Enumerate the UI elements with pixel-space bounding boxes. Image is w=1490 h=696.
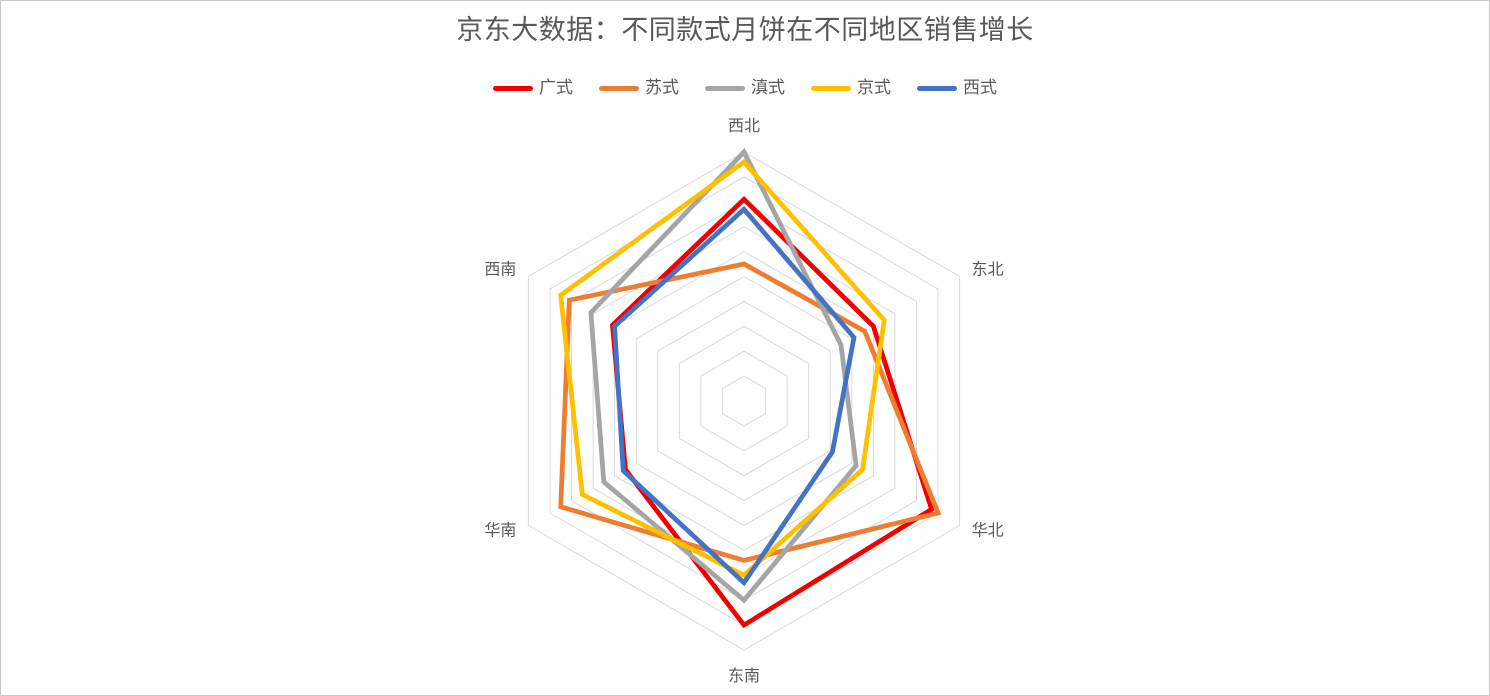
axis-label: 东南: [728, 666, 760, 685]
legend-label: 广式: [539, 78, 573, 98]
chart-title: 京东大数据：不同款式月饼在不同地区销售增长: [456, 15, 1034, 46]
grid-ring: [721, 375, 767, 427]
legend-line-swatch: [599, 86, 639, 91]
axis-label: 华南: [484, 521, 516, 540]
legend-item: 苏式: [599, 78, 679, 99]
legend-line-swatch: [493, 86, 533, 91]
legend-line-swatch: [705, 86, 745, 91]
legend-item: 滇式: [705, 78, 785, 99]
series-polygon: [558, 261, 942, 563]
legend-line-swatch: [917, 86, 957, 91]
series-polygon: [612, 205, 857, 587]
grid-ring: [635, 275, 853, 527]
series-polygon: [610, 195, 935, 629]
axis-label: 华北: [972, 521, 1004, 540]
grid-ring: [678, 325, 810, 477]
grid-ring: [657, 300, 831, 502]
axis-label: 西北: [728, 116, 760, 135]
series-polygon: [558, 158, 887, 579]
legend-label: 苏式: [645, 78, 679, 98]
axis-label: 西南: [484, 260, 516, 279]
grid-ring: [527, 151, 961, 651]
legend: 广式 苏式 滇式 京式 西式: [1, 78, 1489, 99]
legend-item: 京式: [811, 78, 891, 99]
grid-ring: [700, 350, 788, 452]
grid-ring: [549, 176, 939, 626]
grid-ring: [571, 201, 917, 601]
series-polygon: [588, 147, 859, 604]
legend-label: 西式: [963, 78, 997, 98]
legend-label: 滇式: [751, 78, 785, 98]
legend-item: 广式: [493, 78, 573, 99]
legend-item: 西式: [917, 78, 997, 99]
legend-line-swatch: [811, 86, 851, 91]
legend-label: 京式: [857, 78, 891, 98]
axis-label: 东北: [972, 260, 1004, 279]
